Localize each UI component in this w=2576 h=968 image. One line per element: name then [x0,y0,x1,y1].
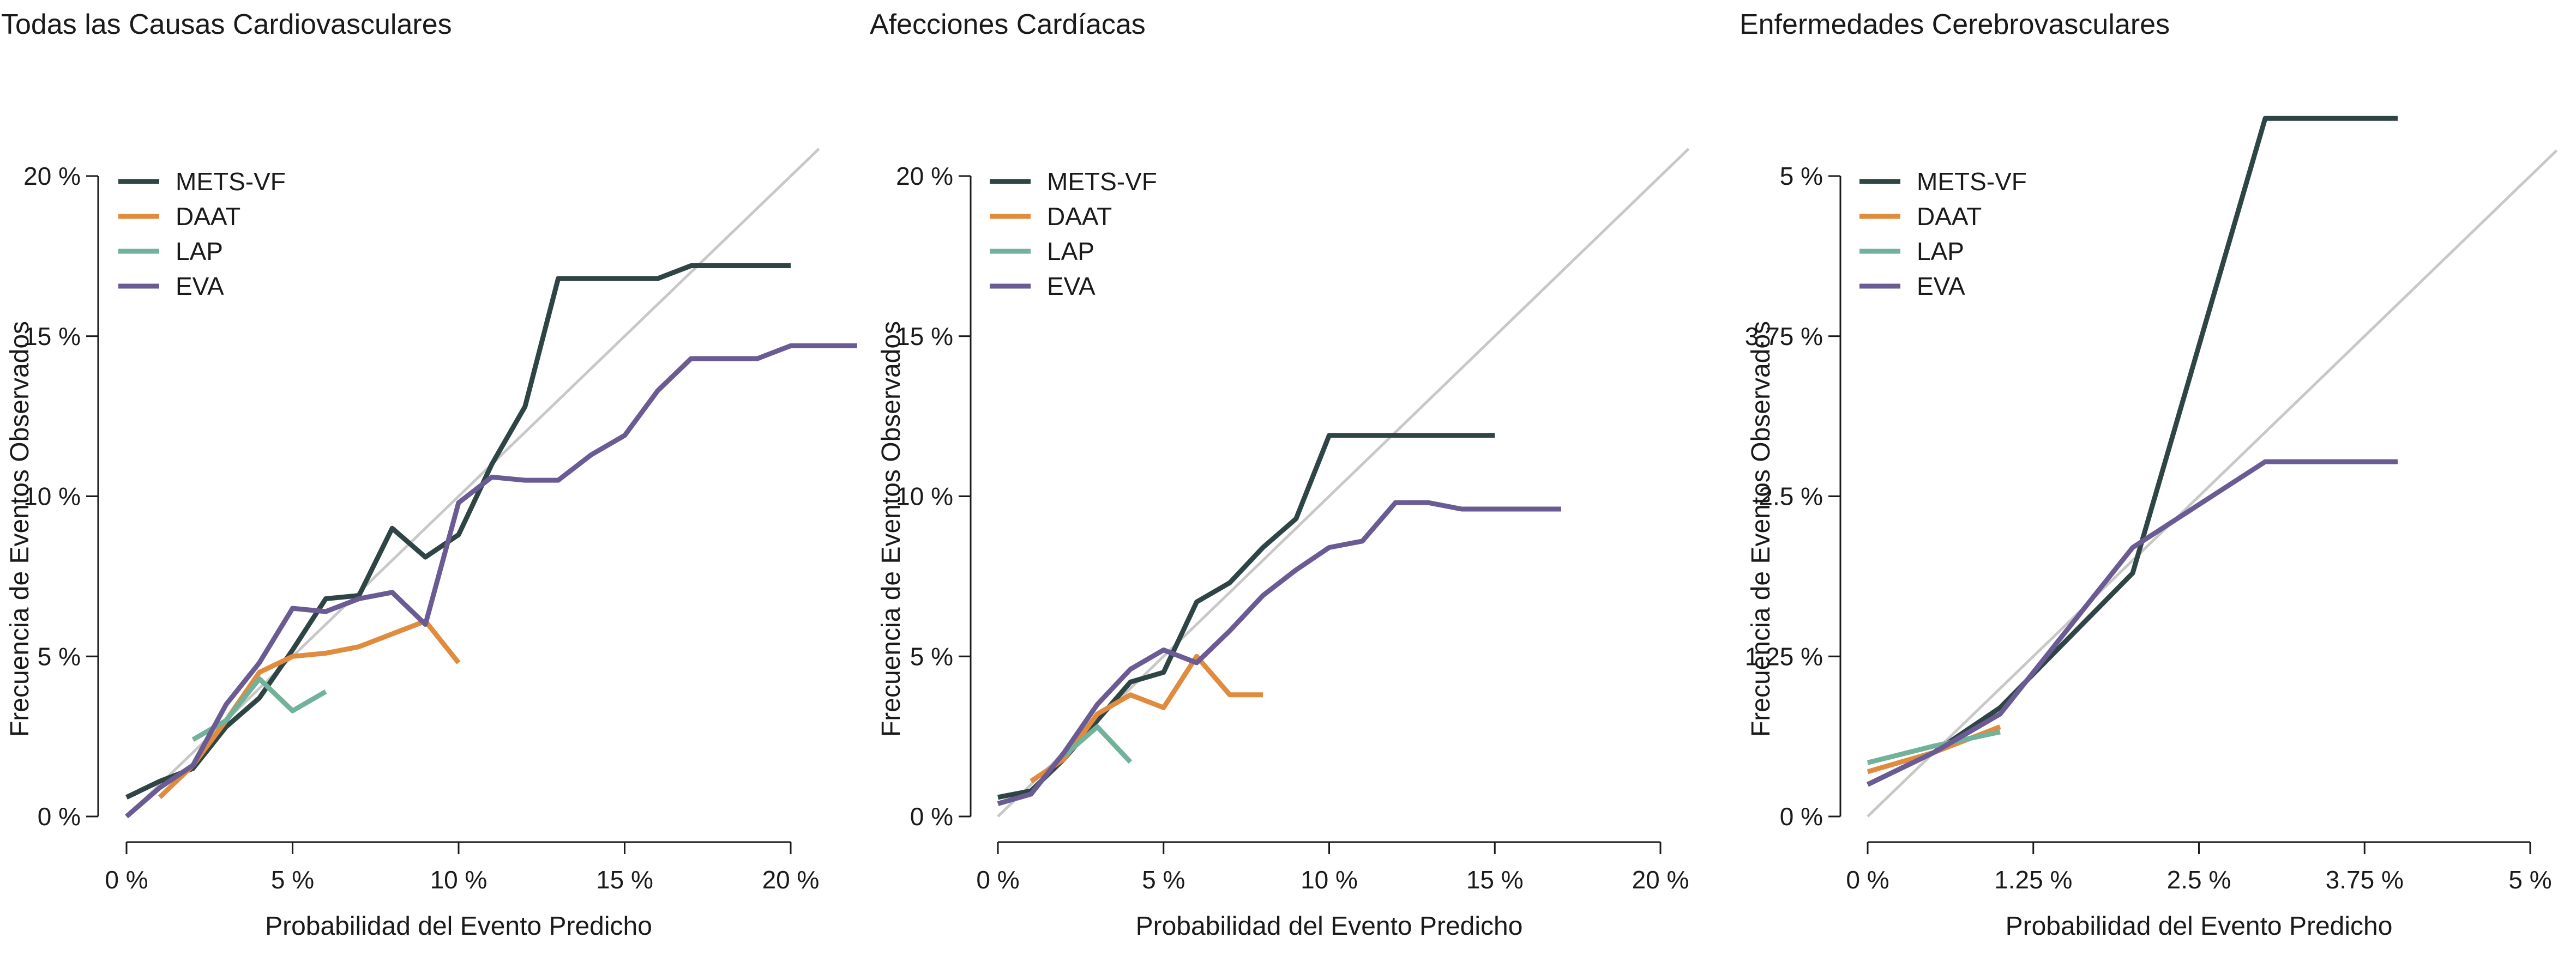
series-line-daat [158,619,461,800]
series-line-lap [1062,724,1133,764]
chart-panel-3: Enfermedades Cerebrovasculares 0 % 1.25 % 2… [1740,9,2558,941]
x-tick-label: 20 % [762,866,820,894]
y-tick-label: 1.25 % [1745,642,1823,670]
legend-label: DAAT [1917,202,1982,231]
chart-title: Todas las Causas Cardiovasculares [1,9,452,40]
legend-label: DAAT [176,202,240,231]
legend: METS-VF DAAT LAP EVA [990,167,1157,300]
chart-title: Enfermedades Cerebrovasculares [1740,9,2170,40]
chart-title: Afecciones Cardíacas [870,9,1146,40]
y-axis-label: Frecuencia de Eventos Observados [877,321,906,737]
legend-label: EVA [1047,272,1096,300]
x-tick-label: 0 % [1846,866,1889,894]
x-tick-label: 0 % [976,866,1019,894]
x-tick-label: 0 % [105,866,148,894]
legend-label: METS-VF [176,167,286,196]
legend-label: METS-VF [1917,167,2027,196]
x-axis-label: Probabilidad del Evento Predicho [2006,912,2393,941]
legend: METS-VF DAAT LAP EVA [118,167,286,300]
x-tick-label: 10 % [1301,866,1358,894]
y-axis-label: Frecuencia de Eventos Observados [1747,321,1775,737]
reference-diagonal-line [125,148,820,818]
y-tick-label: 0 % [910,802,953,831]
legend: METS-VF DAAT LAP EVA [1859,167,2027,300]
series-line-daat [1867,724,2001,775]
y-tick-label: 10 % [896,482,953,511]
y-tick-label: 3.75 % [1745,322,1823,350]
x-tick-label: 5 % [1142,866,1185,894]
y-tick-label: 15 % [896,322,953,350]
legend-label: METS-VF [1047,167,1157,196]
series-line-eva [997,500,1561,806]
series-line-eva [125,343,857,819]
y-tick-label: 5 % [910,642,953,670]
legend-label: EVA [1917,272,1965,300]
x-tick-label: 20 % [1632,866,1689,894]
x-tick-label: 15 % [596,866,653,894]
x-tick-label: 1.25 % [1994,866,2072,894]
legend-label: EVA [176,272,224,300]
x-tick-label: 5 % [271,866,314,894]
legend-label: DAAT [1047,202,1112,231]
series-line-lap [1867,729,2001,765]
x-tick-label: 15 % [1466,866,1524,894]
y-tick-label: 5 % [38,642,81,670]
legend-label: LAP [1917,237,1964,265]
legend-label: LAP [1047,237,1094,265]
legend-label: LAP [176,237,223,265]
y-tick-label: 20 % [23,162,81,190]
series-line-mets-vf [125,263,791,800]
y-axis-label: Frecuencia de Eventos Observados [5,321,34,737]
x-tick-label: 10 % [430,866,487,894]
x-axis-label: Probabilidad del Evento Predicho [1136,912,1523,941]
y-tick-label: 20 % [896,162,953,190]
y-tick-label: 0 % [1780,802,1823,831]
chart-panel-1: Todas las Causas Cardiovasculares 0 % 5 % 1… [1,9,857,941]
x-tick-label: 5 % [2508,866,2551,894]
x-tick-label: 2.5 % [2167,866,2231,894]
series-line-eva [1867,459,2398,787]
y-tick-label: 15 % [23,322,81,350]
y-tick-label: 0 % [38,802,81,831]
y-tick-label: 2.5 % [1759,482,1823,511]
y-tick-label: 5 % [1780,162,1823,190]
x-tick-label: 3.75 % [2326,866,2404,894]
y-tick-label: 10 % [23,482,81,511]
chart-panel-2: Afecciones Cardíacas 0 % 5 % 10 % 15 % 20 % 0 … [870,9,1690,941]
reference-diagonal-line [1867,149,2558,818]
x-axis-label: Probabilidad del Evento Predicho [265,912,652,941]
